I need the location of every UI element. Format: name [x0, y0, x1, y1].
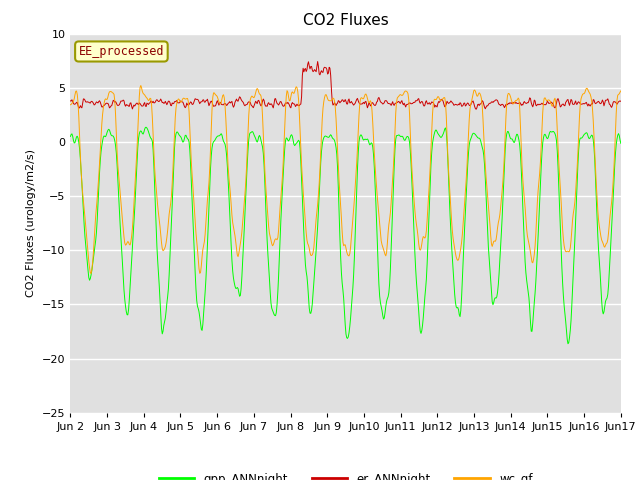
Y-axis label: CO2 Fluxes (urology/m2/s): CO2 Fluxes (urology/m2/s) — [26, 149, 36, 297]
Legend: gpp_ANNnight, er_ANNnight, wc_gf: gpp_ANNnight, er_ANNnight, wc_gf — [154, 468, 538, 480]
Text: EE_processed: EE_processed — [79, 45, 164, 58]
Title: CO2 Fluxes: CO2 Fluxes — [303, 13, 388, 28]
